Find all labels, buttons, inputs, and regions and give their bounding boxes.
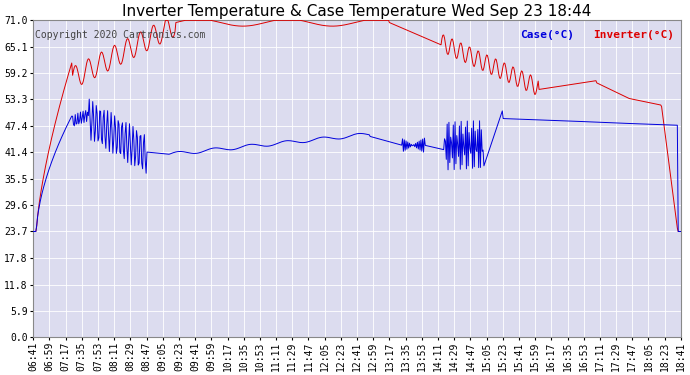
Title: Inverter Temperature & Case Temperature Wed Sep 23 18:44: Inverter Temperature & Case Temperature … <box>122 4 592 19</box>
Text: Case(°C): Case(°C) <box>520 30 574 40</box>
Text: Copyright 2020 Cartronics.com: Copyright 2020 Cartronics.com <box>34 30 205 40</box>
Text: Inverter(°C): Inverter(°C) <box>593 30 674 40</box>
